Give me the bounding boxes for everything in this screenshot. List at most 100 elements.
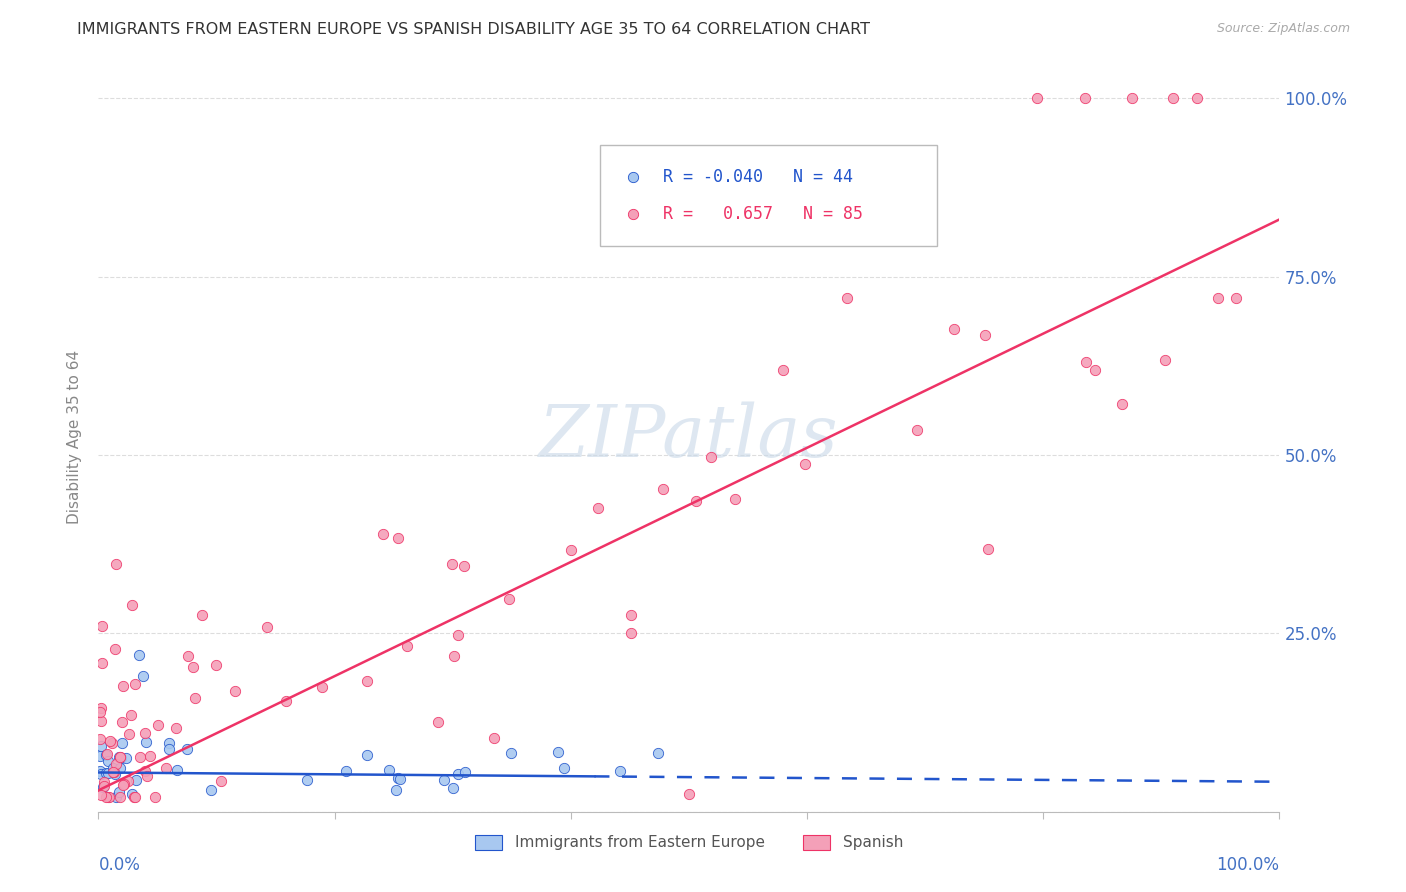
Point xyxy=(134,725,156,739)
Point xyxy=(104,766,127,780)
Point xyxy=(101,735,124,749)
Point xyxy=(553,761,575,775)
Point xyxy=(89,764,111,779)
Text: ZIPatlas: ZIPatlas xyxy=(538,401,839,473)
Point xyxy=(395,639,418,653)
Point xyxy=(132,669,155,683)
Point xyxy=(121,788,143,802)
Point xyxy=(120,708,142,723)
Point xyxy=(373,527,395,541)
Point xyxy=(176,648,198,663)
Point xyxy=(356,748,378,763)
Point xyxy=(93,779,115,793)
Point xyxy=(335,764,357,778)
Point xyxy=(1073,91,1095,105)
Point xyxy=(652,483,675,497)
Point xyxy=(1084,363,1107,377)
Point xyxy=(772,363,794,377)
Point xyxy=(224,684,246,698)
Point xyxy=(620,607,643,622)
Point xyxy=(108,790,131,805)
Point xyxy=(205,658,228,673)
Point xyxy=(387,771,409,785)
Point xyxy=(135,735,157,749)
Point xyxy=(609,764,631,779)
Point xyxy=(128,749,150,764)
Point xyxy=(124,677,146,691)
Point xyxy=(94,790,117,805)
Point xyxy=(295,772,318,787)
Point xyxy=(108,750,131,764)
Point xyxy=(190,608,212,623)
Point xyxy=(427,715,450,730)
Point xyxy=(118,726,141,740)
Point xyxy=(1121,91,1143,105)
Point xyxy=(256,620,278,634)
Point xyxy=(104,642,127,657)
Point xyxy=(136,769,159,783)
Point xyxy=(200,783,222,797)
Point xyxy=(678,787,700,801)
Point xyxy=(89,749,111,764)
Point xyxy=(685,493,707,508)
Point xyxy=(96,747,118,762)
Point xyxy=(91,657,114,671)
Point xyxy=(110,750,132,764)
Point xyxy=(103,764,125,779)
Point xyxy=(498,591,520,606)
Point xyxy=(108,750,131,764)
Point xyxy=(1026,91,1049,105)
Point xyxy=(388,772,411,786)
Point xyxy=(117,774,139,789)
Point xyxy=(89,731,111,746)
Point xyxy=(108,785,131,799)
Point xyxy=(1074,355,1097,369)
Point xyxy=(1206,291,1229,305)
Point xyxy=(110,750,132,764)
Point xyxy=(124,790,146,805)
Point xyxy=(148,718,170,732)
Point xyxy=(90,739,112,753)
Text: Source: ZipAtlas.com: Source: ZipAtlas.com xyxy=(1216,22,1350,36)
Point xyxy=(166,764,188,778)
Point xyxy=(112,777,135,791)
Point xyxy=(443,649,465,664)
Point xyxy=(647,746,669,760)
Point xyxy=(274,694,297,708)
Text: 100.0%: 100.0% xyxy=(1216,856,1279,874)
Point xyxy=(623,235,645,250)
Point xyxy=(176,742,198,756)
Point xyxy=(98,790,121,805)
Point xyxy=(97,766,120,780)
Point xyxy=(94,748,117,763)
Text: 0.0%: 0.0% xyxy=(98,856,141,874)
Point xyxy=(98,734,121,748)
Point xyxy=(977,542,1000,557)
Point xyxy=(724,491,747,506)
Point xyxy=(560,542,582,557)
Text: R =   0.657   N = 85: R = 0.657 N = 85 xyxy=(664,205,863,223)
Point xyxy=(111,679,134,693)
Point xyxy=(1111,397,1133,411)
Point xyxy=(125,772,148,787)
Point xyxy=(101,761,124,775)
Point xyxy=(93,775,115,789)
Point xyxy=(122,790,145,805)
Point xyxy=(623,200,645,214)
Point xyxy=(943,321,966,335)
Point xyxy=(89,705,111,719)
Point xyxy=(165,721,187,735)
Point xyxy=(91,619,114,633)
Point xyxy=(385,782,408,797)
Point xyxy=(101,764,124,779)
Point xyxy=(90,788,112,802)
Legend: Immigrants from Eastern Europe, Spanish: Immigrants from Eastern Europe, Spanish xyxy=(468,829,910,856)
Point xyxy=(90,714,112,729)
Point xyxy=(441,780,464,795)
Point xyxy=(973,328,995,343)
Point xyxy=(453,559,475,574)
Point xyxy=(378,763,401,777)
Point xyxy=(837,291,859,305)
Y-axis label: Disability Age 35 to 64: Disability Age 35 to 64 xyxy=(67,350,83,524)
Point xyxy=(157,737,180,751)
